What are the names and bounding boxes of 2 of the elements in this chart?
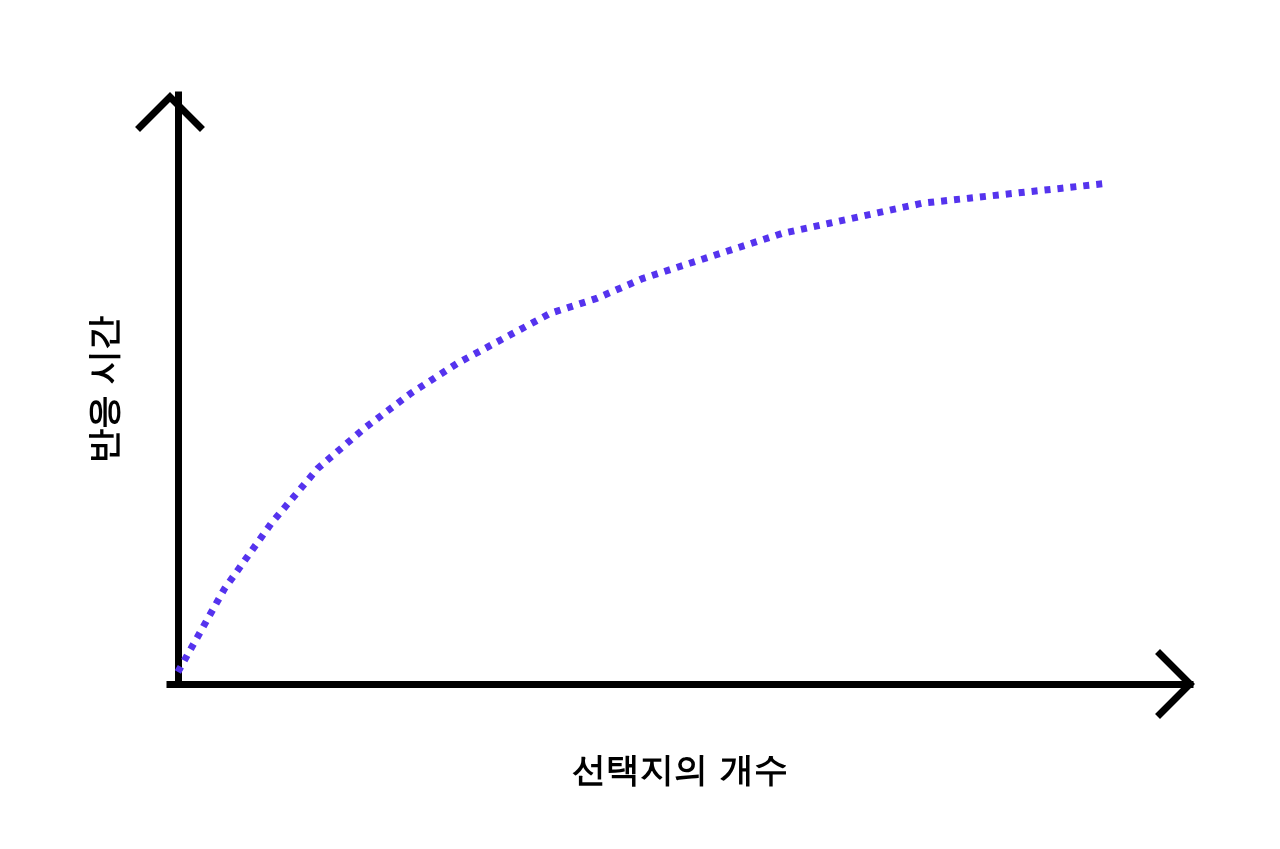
x-axis-title: 선택지의 개수 xyxy=(572,749,788,789)
y-axis-title: 반응 시간 xyxy=(83,315,123,464)
